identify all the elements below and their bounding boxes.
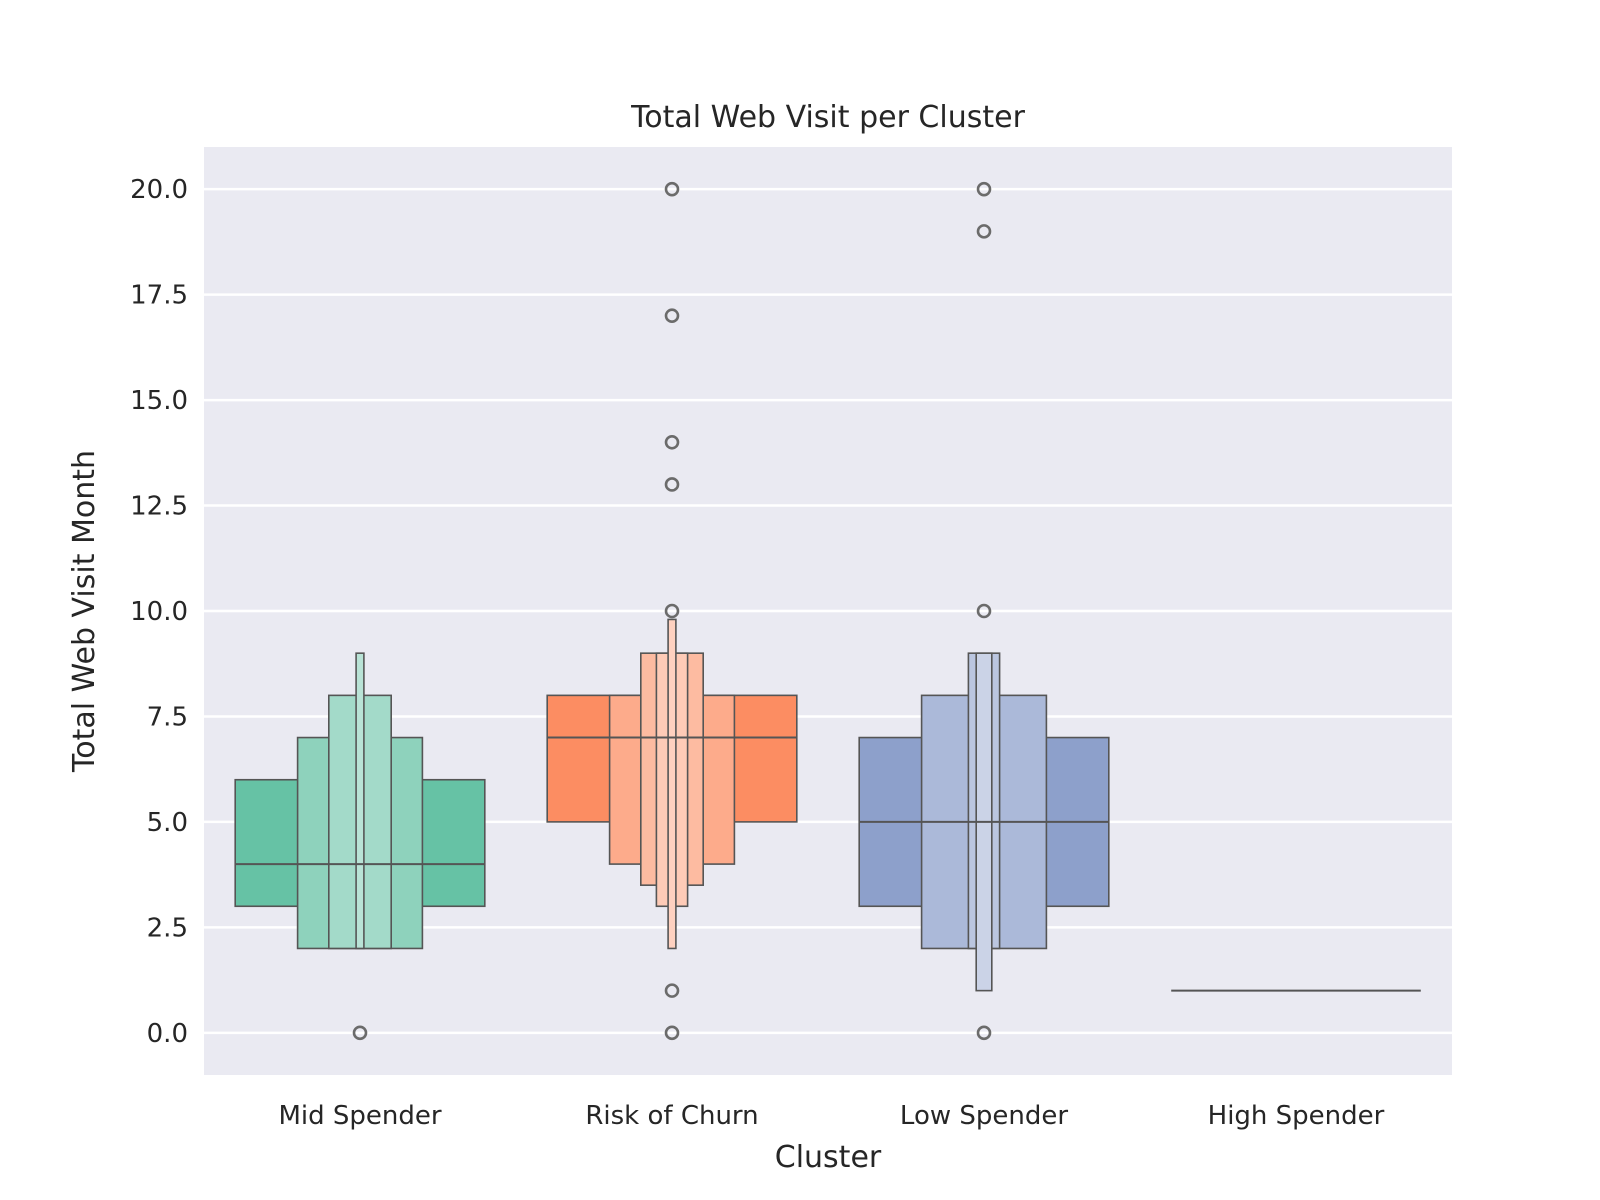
- y-tick-labels: 0.0 2.5 5.0 7.5 10.0 12.5 15.0 17.5 20.0: [130, 175, 188, 1049]
- outlier-point: [664, 181, 680, 197]
- boxen-group: [546, 181, 798, 1041]
- x-tick-label: Low Spender: [900, 1101, 1068, 1131]
- outlier-point: [664, 434, 680, 450]
- outlier-point: [976, 181, 992, 197]
- y-tick-label: 10.0: [130, 597, 188, 627]
- boxen-group: [858, 181, 1110, 1041]
- y-tick-label: 0.0: [147, 1019, 188, 1049]
- x-tick-label: High Spender: [1208, 1101, 1385, 1131]
- x-tick-labels: Mid Spender Risk of Churn Low Spender High …: [278, 1101, 1384, 1131]
- outlier-point: [664, 1025, 680, 1041]
- boxen-box: [667, 618, 677, 950]
- y-tick-label: 2.5: [147, 913, 188, 943]
- outlier-point: [352, 1025, 368, 1041]
- boxen-box: [355, 652, 365, 950]
- y-tick-label: 12.5: [130, 492, 188, 522]
- y-tick-label: 15.0: [130, 386, 188, 416]
- outlier-point: [976, 603, 992, 619]
- y-axis-label: Total Web Visit Month: [67, 450, 102, 773]
- chart-title: Total Web Visit per Cluster: [630, 100, 1026, 135]
- outlier-point: [976, 1025, 992, 1041]
- x-axis-label: Cluster: [775, 1140, 882, 1175]
- x-tick-label: Risk of Churn: [585, 1101, 758, 1131]
- boxes: [234, 181, 1421, 1041]
- y-tick-label: 20.0: [130, 175, 188, 205]
- outlier-point: [976, 224, 992, 239]
- boxen-group: [234, 652, 486, 1041]
- x-tick-label: Mid Spender: [278, 1101, 441, 1131]
- outlier-point: [664, 983, 680, 998]
- outlier-point: [664, 603, 680, 619]
- outlier-point: [664, 308, 680, 324]
- y-tick-label: 17.5: [130, 281, 188, 311]
- outlier-point: [664, 477, 680, 492]
- y-tick-label: 7.5: [147, 702, 188, 732]
- y-tick-label: 5.0: [147, 808, 188, 838]
